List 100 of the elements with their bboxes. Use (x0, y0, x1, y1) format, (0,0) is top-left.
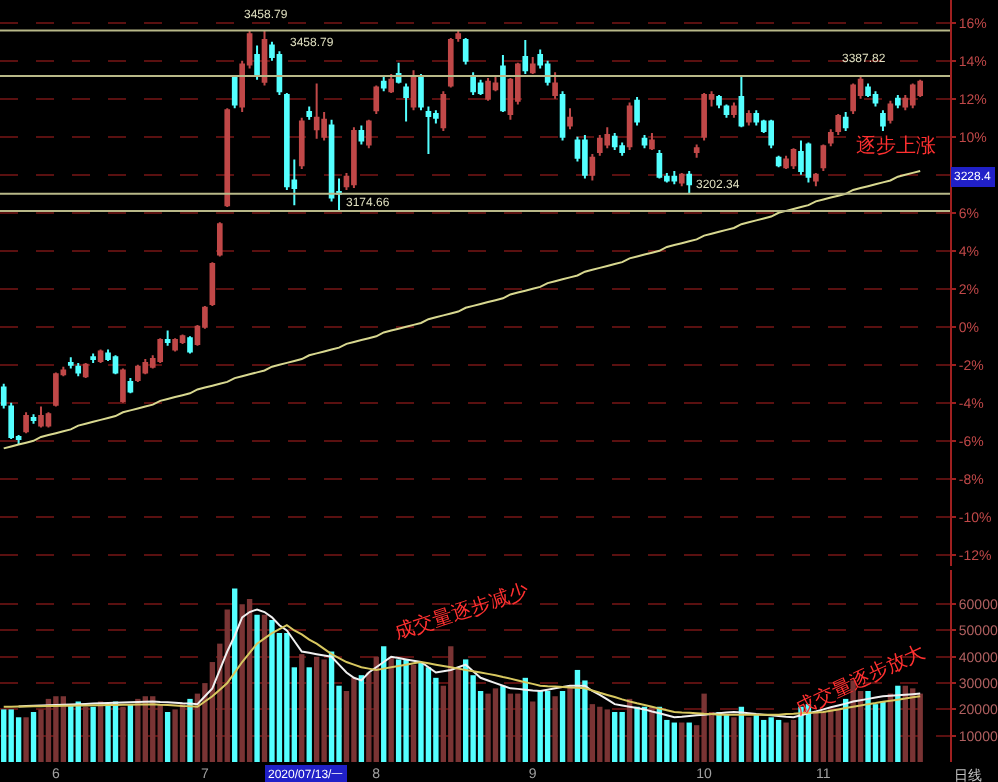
bar (90, 706, 96, 762)
bar (686, 722, 692, 762)
bar (157, 704, 163, 762)
bar (500, 685, 506, 762)
bar (164, 712, 171, 762)
candlestick (641, 133, 648, 150)
candlestick (559, 90, 566, 142)
bar (679, 722, 685, 762)
candlestick (731, 101, 737, 119)
bar (187, 698, 193, 762)
candlestick (38, 405, 44, 429)
annotation: 成交量逐步减少 (391, 578, 533, 645)
candlestick (97, 348, 104, 364)
candlestick (492, 75, 499, 93)
bar (485, 693, 491, 762)
candlestick (798, 139, 804, 176)
candlestick (216, 221, 223, 258)
bar (83, 706, 89, 762)
bar (299, 654, 305, 762)
bar (604, 709, 610, 762)
bar (53, 696, 59, 762)
bar (530, 701, 536, 762)
bar (671, 722, 677, 762)
candlestick (127, 377, 134, 395)
candlestick (909, 82, 916, 110)
bar (172, 709, 178, 762)
bar (425, 667, 432, 762)
candlestick (224, 107, 231, 209)
candlestick (880, 109, 886, 133)
bar (544, 690, 551, 762)
bar (1, 709, 7, 762)
bar (828, 709, 834, 762)
bar (418, 662, 424, 762)
candlestick (388, 73, 394, 95)
bar (388, 656, 394, 762)
annotation: 成交量逐步放大 (791, 639, 929, 721)
candlestick (768, 118, 774, 150)
candlestick (462, 37, 469, 66)
bar (179, 704, 186, 762)
bar (246, 598, 253, 762)
candlestick (67, 356, 74, 370)
candlestick (604, 126, 611, 150)
candlestick (567, 107, 573, 131)
candlestick (596, 133, 603, 157)
candlestick (634, 95, 640, 127)
bar (515, 693, 521, 762)
candlestick (656, 149, 663, 180)
candlestick (738, 75, 745, 129)
bar (313, 656, 320, 762)
bar (403, 659, 409, 762)
candlestick (589, 152, 596, 182)
candlestick (619, 141, 625, 157)
candlestick (552, 71, 558, 100)
candlestick (477, 78, 484, 96)
candlestick (75, 361, 82, 378)
bar (634, 706, 640, 762)
bar (790, 719, 797, 762)
candlestick (157, 337, 164, 364)
candlestick (500, 54, 506, 114)
candlestick (850, 82, 856, 115)
candlestick (723, 103, 730, 119)
bar (917, 693, 923, 762)
bar (820, 712, 827, 762)
candlestick (351, 126, 357, 190)
bar (835, 709, 841, 762)
bar (127, 704, 134, 762)
candlestick (187, 335, 193, 355)
bar (135, 698, 141, 762)
bar (120, 706, 126, 762)
candlestick (678, 171, 685, 188)
candlestick (231, 75, 238, 110)
candlestick (529, 56, 536, 76)
candlestick (693, 143, 700, 159)
bar (649, 706, 655, 762)
bar (254, 614, 260, 762)
bar (23, 717, 29, 762)
candlestick (485, 76, 491, 102)
bar (537, 690, 543, 762)
bar (865, 690, 871, 762)
bar (284, 633, 290, 762)
bar (895, 685, 901, 762)
candlestick (373, 84, 380, 115)
bar (775, 719, 782, 762)
candlestick (254, 44, 260, 81)
bar (448, 646, 454, 762)
candlestick (649, 132, 655, 152)
candlestick (440, 90, 447, 133)
bar (507, 693, 514, 762)
candlestick (82, 361, 89, 380)
candlestick (790, 147, 797, 171)
bar (492, 688, 499, 762)
bar (559, 690, 566, 762)
candlestick (306, 105, 313, 121)
bar (8, 709, 14, 762)
candlestick (53, 371, 59, 408)
bar (410, 664, 417, 762)
bar (589, 704, 596, 762)
candlestick (23, 411, 29, 435)
bar (619, 712, 625, 762)
bar (306, 667, 312, 762)
